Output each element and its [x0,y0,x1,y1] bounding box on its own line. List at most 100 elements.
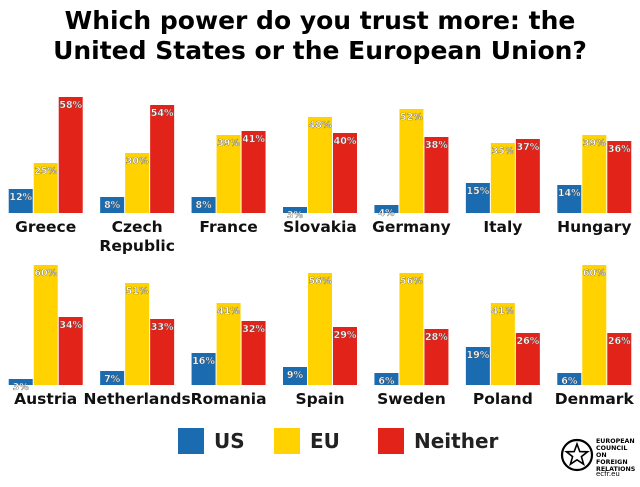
bar-neither-romania [241,321,266,385]
legend-label-eu: EU [310,429,340,453]
data-label-us-italy: 15% [466,186,489,197]
bar-us-italy [465,183,490,213]
data-label-neither-slovakia: 40% [334,136,357,147]
data-label-neither-sweden: 28% [425,332,448,343]
bar-neither-netherlands [150,319,175,385]
data-label-us-denmark: 6% [561,376,578,387]
data-label-eu-greece: 25% [34,166,57,177]
data-label-us-czech-republic: 8% [104,200,121,211]
ecfr-logo-text: EUROPEAN COUNCIL ON FOREIGN RELATIONS [596,438,640,473]
bar-us-romania [191,353,216,385]
legend-item-us: US [178,428,245,454]
category-label-greece: Greece [15,218,76,236]
data-label-eu-hungary: 39% [583,138,606,149]
category-label-netherlands: Netherlands [84,390,191,408]
data-label-neither-czech-republic: 54% [151,108,174,119]
legend-item-neither: Neither [378,428,498,454]
data-label-eu-czech-republic: 30% [126,156,149,167]
category-label-spain: Spain [295,390,344,408]
bar-eu-france [216,135,241,213]
legend-swatch-neither [378,428,404,454]
data-label-eu-slovakia: 48% [309,120,332,131]
data-label-neither-germany: 38% [425,140,448,151]
chart-title-line-1: Which power do you trust more: the [64,6,576,35]
category-label-poland: Poland [473,390,533,408]
data-label-eu-poland: 41% [491,306,514,317]
bar-eu-poland [490,303,515,385]
data-label-eu-austria: 60% [34,268,57,279]
bar-eu-sweden [399,273,424,385]
category-label-austria: Austria [14,390,77,408]
bar-neither-greece [58,97,83,213]
category-label-slovakia: Slovakia [283,218,357,236]
category-label-france: France [199,218,257,236]
bar-us-czech-republic [100,197,125,213]
ecfr-logo-line: ON FOREIGN [596,452,628,466]
data-label-neither-denmark: 26% [608,336,631,347]
bar-neither-czech-republic [150,105,175,213]
bar-eu-spain [308,273,332,385]
bar-eu-czech-republic [125,153,150,213]
bar-us-sweden [374,373,399,385]
ecfr-star-icon [560,438,594,472]
bar-neither-poland [515,333,540,385]
bar-us-hungary [557,185,582,213]
bar-us-slovakia [283,207,307,213]
data-label-eu-sweden: 56% [400,276,423,287]
data-label-us-poland: 19% [466,350,489,361]
bar-neither-sweden [424,329,449,385]
data-label-neither-romania: 32% [242,324,265,335]
category-label-germany: Germany [372,218,451,236]
category-label-romania: Romania [191,390,267,408]
legend-label-neither: Neither [414,429,499,453]
ecfr-logo-url: ecfr.eu [596,470,620,478]
bar-eu-slovakia [308,117,332,213]
data-label-eu-netherlands: 51% [126,286,149,297]
category-label-czech-republic: Czech [112,218,163,236]
bar-eu-netherlands [125,283,150,385]
ecfr-logo-line: RELATIONS [596,466,636,473]
chart-title: Which power do you trust more: the Unite… [0,6,640,66]
data-label-eu-france: 39% [217,138,240,149]
bar-neither-italy [515,139,540,213]
data-label-eu-germany: 52% [400,112,423,123]
bar-eu-italy [490,143,515,213]
data-label-neither-italy: 37% [516,142,539,153]
data-label-neither-hungary: 36% [608,144,631,155]
bar-neither-slovakia [333,133,357,213]
data-label-us-greece: 12% [9,192,32,203]
category-label-hungary: Hungary [557,218,631,236]
legend-label-us: US [214,429,245,453]
legend-swatch-eu [274,428,300,454]
data-label-neither-poland: 26% [516,336,539,347]
data-label-us-sweden: 6% [378,376,395,387]
bar-neither-denmark [607,333,632,385]
ecfr-logo-line: COUNCIL [596,445,628,452]
category-label-denmark: Denmark [555,390,635,408]
data-label-us-romania: 16% [192,356,215,367]
category-label-czech-republic: Republic [99,237,175,255]
category-label-sweden: Sweden [377,390,446,408]
category-label-italy: Italy [483,218,522,236]
data-label-eu-romania: 41% [217,306,240,317]
data-label-eu-italy: 35% [491,146,514,157]
bar-us-poland [465,347,490,385]
bar-us-denmark [557,373,582,385]
data-label-us-france: 8% [196,200,213,211]
ecfr-logo-line: EUROPEAN [596,438,635,445]
bar-us-netherlands [100,371,125,385]
bar-neither-austria [58,317,83,385]
data-label-neither-spain: 29% [334,330,357,341]
data-label-us-germany: 4% [378,208,395,219]
data-label-eu-denmark: 60% [583,268,606,279]
data-label-us-austria: 3% [13,382,30,393]
chart-title-line-2: United States or the European Union? [53,36,587,65]
data-label-neither-netherlands: 33% [151,322,174,333]
bar-neither-france [241,131,266,213]
bar-us-greece [8,189,33,213]
bar-eu-germany [399,109,424,213]
data-label-neither-austria: 34% [59,320,82,331]
legend-item-eu: EU [274,428,340,454]
bar-us-france [191,197,216,213]
